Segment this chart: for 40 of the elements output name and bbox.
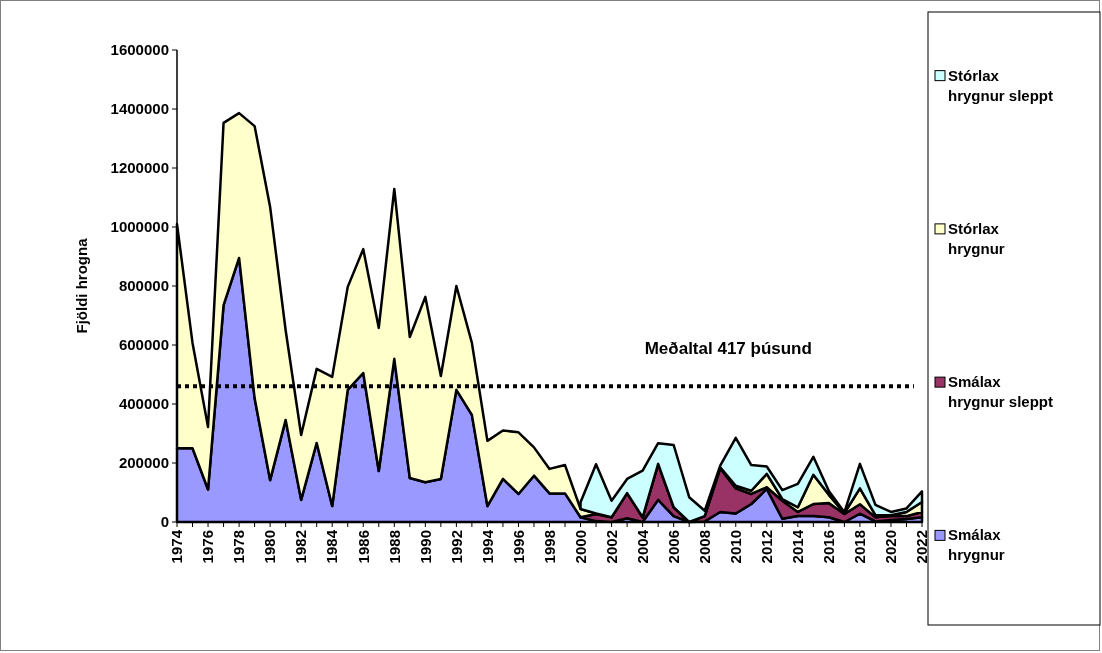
x-tick-label: 1986 <box>354 530 372 564</box>
x-tick-label: 1984 <box>323 529 341 564</box>
x-tick-label: 2018 <box>851 530 869 564</box>
ref-line-label: Meðaltal 417 þúsund <box>644 339 812 359</box>
y-tick-label: 200000 <box>118 454 169 472</box>
x-tick-label: 1974 <box>168 529 186 564</box>
x-tick-label: 1988 <box>385 530 403 564</box>
x-tick-label: 2020 <box>882 530 900 564</box>
y-tick-label: 1600000 <box>110 41 169 59</box>
x-tick-label: 2016 <box>820 530 838 564</box>
y-axis-title: Fjöldi hrogna <box>73 237 90 334</box>
x-tick-label: 2012 <box>758 530 776 564</box>
x-tick-label: 1998 <box>540 530 558 564</box>
x-tick-label: 2008 <box>695 530 713 564</box>
x-tick-label: 1994 <box>478 529 496 564</box>
x-tick-label: 1976 <box>199 530 217 564</box>
y-tick-label: 1200000 <box>110 159 169 177</box>
x-tick-label: 1992 <box>447 530 465 564</box>
x-tick-label: 2014 <box>789 529 807 564</box>
x-tick-label: 2010 <box>727 530 744 564</box>
x-tick-label: 1982 <box>292 530 310 564</box>
x-tick-label: 1990 <box>416 530 434 564</box>
x-tick-label: 1978 <box>230 530 248 564</box>
legend-label: Stórlax hrygnur sleppt <box>948 66 1054 104</box>
x-tick-label: 1980 <box>261 530 279 564</box>
y-tick-label: 1400000 <box>110 100 169 118</box>
legend-label: Smálax hrygnur <box>948 526 1005 564</box>
y-tick-label: 1000000 <box>110 218 169 236</box>
x-tick-label: 2000 <box>571 530 589 564</box>
y-tick-label: 600000 <box>118 336 169 354</box>
x-tick-label: 1996 <box>509 530 527 564</box>
x-tick-label: 2004 <box>633 529 651 564</box>
x-tick-label: 2022 <box>913 530 931 564</box>
x-tick-label: 2006 <box>664 530 682 564</box>
legend-label: Smálax hrygnur sleppt <box>948 373 1054 411</box>
x-tick-label: 2002 <box>602 530 620 564</box>
y-tick-label: 400000 <box>118 395 169 413</box>
legend-label: Stórlax hrygnur <box>948 219 1005 257</box>
y-tick-label: 0 <box>160 513 169 531</box>
y-tick-label: 800000 <box>118 277 169 295</box>
